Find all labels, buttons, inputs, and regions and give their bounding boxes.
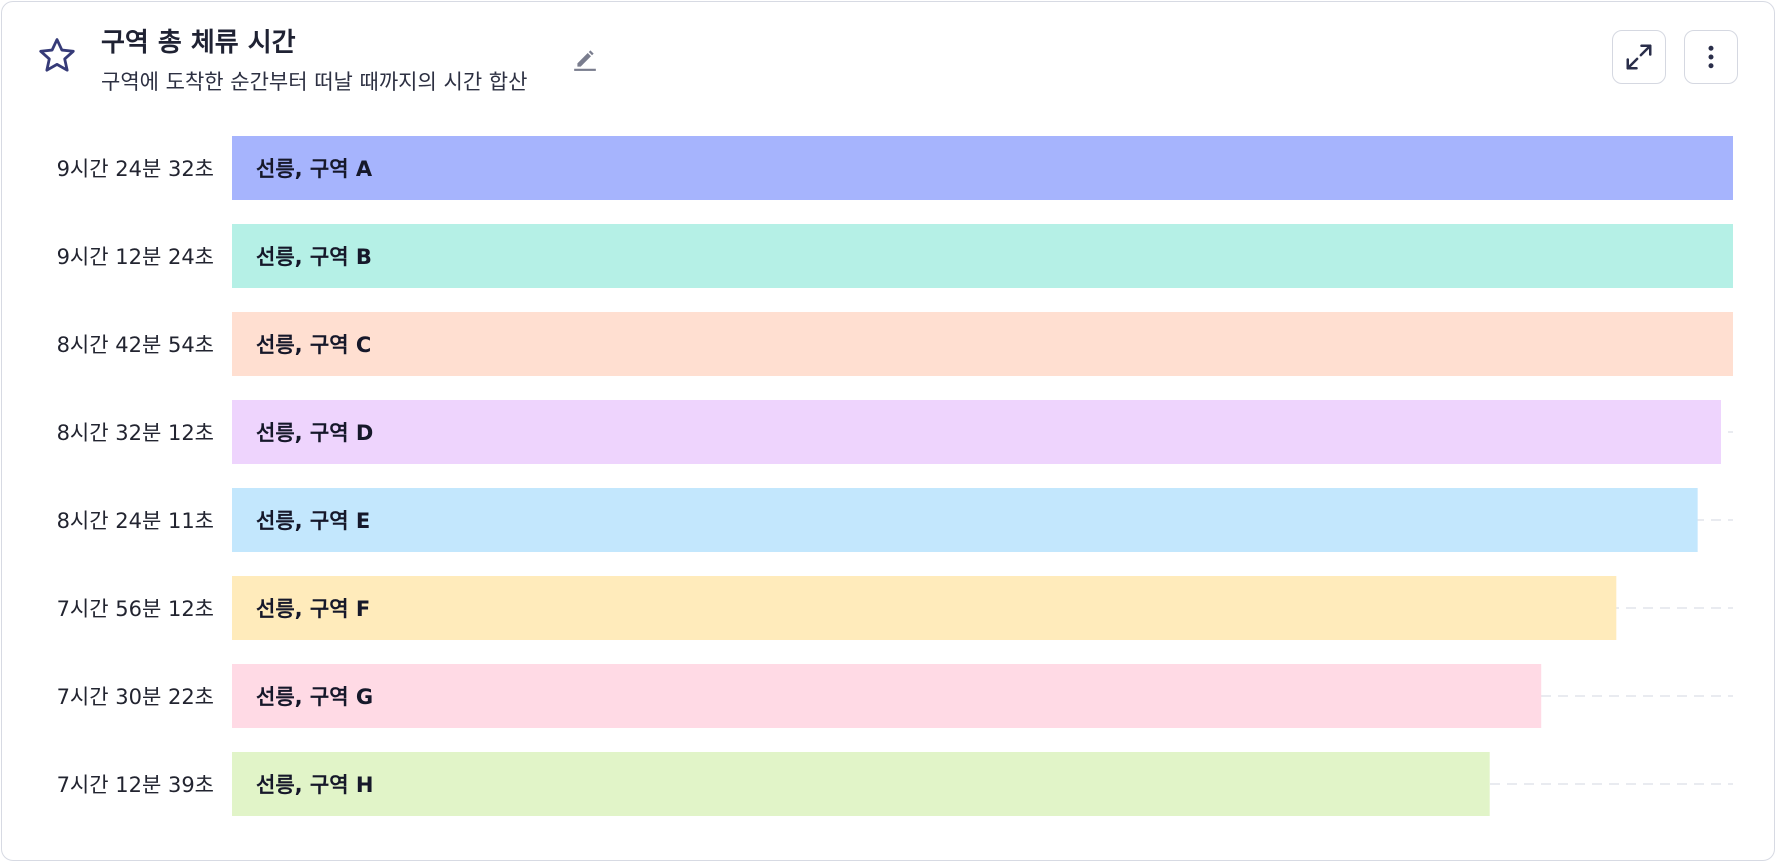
bar[interactable]: [232, 136, 1733, 200]
bar[interactable]: [232, 664, 1542, 728]
bar-label: 선릉, 구역 F: [256, 597, 370, 621]
bar-label: 선릉, 구역 D: [256, 421, 373, 445]
bar[interactable]: [232, 576, 1617, 640]
y-tick-label: 9시간 12분 24초: [57, 245, 214, 269]
chart-title: 구역 총 체류 시간: [101, 28, 296, 58]
y-tick-label: 8시간 42분 54초: [57, 333, 214, 357]
more-vertical-icon: [1708, 45, 1714, 69]
y-tick-label: 9시간 24분 32초: [57, 157, 214, 181]
y-tick-label: 8시간 32분 12초: [57, 421, 214, 445]
bar[interactable]: [232, 488, 1698, 552]
bar[interactable]: [232, 312, 1733, 376]
bar-label: 선릉, 구역 B: [256, 245, 372, 269]
expand-button[interactable]: [1612, 30, 1666, 84]
y-tick-label: 7시간 30분 22초: [57, 685, 214, 709]
bar[interactable]: [232, 400, 1721, 464]
bar[interactable]: [232, 224, 1733, 288]
bar-label: 선릉, 구역 E: [256, 509, 370, 533]
bar-label: 선릉, 구역 G: [256, 685, 373, 709]
more-options-button[interactable]: [1684, 30, 1738, 84]
bar-label: 선릉, 구역 C: [256, 333, 371, 357]
star-icon[interactable]: [36, 35, 78, 77]
bar-label: 선릉, 구역 H: [256, 773, 373, 797]
y-tick-label: 7시간 56분 12초: [57, 597, 214, 621]
pencil-icon[interactable]: [572, 46, 598, 72]
y-tick-label: 7시간 12분 39초: [57, 773, 214, 797]
y-tick-label: 8시간 24분 11초: [57, 509, 214, 533]
expand-icon: [1626, 44, 1652, 70]
bar[interactable]: [232, 752, 1490, 816]
chart-subtitle: 구역에 도착한 순간부터 떠날 때까지의 시간 합산: [101, 70, 528, 94]
bar-label: 선릉, 구역 A: [256, 157, 373, 181]
